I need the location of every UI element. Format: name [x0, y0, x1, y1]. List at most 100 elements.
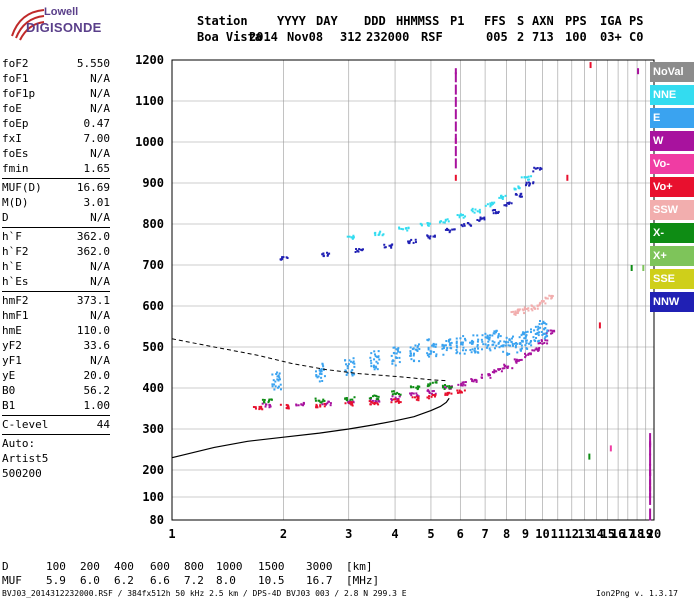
- echo-point-ssw: [538, 304, 541, 307]
- echo-point-e: [472, 340, 475, 343]
- noise-point: [630, 265, 633, 271]
- echo-point-x-: [412, 386, 415, 389]
- param-value: 362.0: [76, 245, 110, 258]
- echo-point-nne: [446, 218, 449, 221]
- echo-point-w: [471, 380, 474, 383]
- echo-point-w: [348, 400, 351, 403]
- echo-point-e: [344, 363, 347, 366]
- echo-point-w: [515, 361, 518, 364]
- echo-point-nne: [458, 216, 461, 219]
- echo-point-w: [511, 367, 514, 370]
- echo-point-e: [529, 341, 532, 344]
- echo-point-x-: [268, 398, 271, 401]
- echo-point-ssw: [513, 313, 516, 316]
- echo-point-vo+: [287, 405, 290, 408]
- echo-point-e: [508, 339, 511, 342]
- echo-point-e: [507, 341, 510, 344]
- echo-point-w: [535, 347, 538, 350]
- echo-point-e: [477, 347, 480, 350]
- y-tick-label: 200: [142, 463, 164, 477]
- header-row2-cell: 2014: [249, 30, 278, 44]
- echo-point-e: [488, 347, 491, 350]
- echo-point-vo+: [456, 389, 459, 392]
- y-tick-label: 900: [142, 176, 164, 190]
- echo-point-e: [544, 336, 547, 339]
- echo-point-e: [372, 364, 375, 367]
- dashed-echo-column: [454, 84, 457, 95]
- echo-point-w: [516, 359, 519, 362]
- header-row2-cell: 2: [517, 30, 525, 44]
- echo-point-vo+: [446, 391, 449, 394]
- echo-point-w: [518, 359, 521, 362]
- echo-point-vo+: [344, 402, 347, 405]
- echo-point-vo+: [417, 399, 420, 402]
- echo-point-e: [442, 353, 445, 356]
- echo-point-e: [522, 331, 525, 334]
- param-row: foEp 0.47: [2, 116, 110, 131]
- echo-point-w: [523, 352, 526, 355]
- echo-point-e: [320, 376, 323, 379]
- echo-point-nnw: [280, 257, 283, 260]
- echo-point-e: [508, 338, 511, 341]
- y-tick-label: 700: [142, 258, 164, 272]
- footer-d_row-cell: 3000: [306, 560, 333, 573]
- echo-point-e: [482, 343, 485, 346]
- echo-point-e: [435, 343, 438, 346]
- echo-point-w: [462, 381, 465, 384]
- echo-point-e: [391, 362, 394, 365]
- echo-point-w: [540, 339, 543, 342]
- echo-point-w: [410, 392, 413, 395]
- echo-point-e: [446, 347, 449, 350]
- echo-point-nne: [398, 226, 401, 229]
- echo-point-e: [459, 352, 462, 355]
- header-row2-cell: Boa Vista: [197, 30, 263, 44]
- echo-point-w: [503, 365, 506, 368]
- echo-point-ssw: [536, 304, 539, 307]
- echo-point-e: [429, 352, 432, 355]
- echo-point-w: [534, 348, 537, 351]
- echo-point-nnw: [451, 228, 454, 231]
- echo-point-nne: [500, 194, 503, 197]
- echo-point-e: [543, 332, 546, 335]
- echo-point-w: [448, 387, 451, 390]
- echo-point-e: [321, 363, 324, 366]
- echo-point-e: [277, 385, 280, 388]
- echo-point-ssw: [536, 305, 539, 308]
- echo-point-w: [300, 403, 303, 406]
- echo-point-e: [448, 338, 451, 341]
- echo-point-vo+: [350, 402, 353, 405]
- param-value: 1.00: [83, 399, 111, 412]
- footer-d_row-cell: 1500: [258, 560, 285, 573]
- echo-point-e: [524, 335, 527, 338]
- echo-point-nne: [352, 234, 355, 237]
- echo-point-w: [390, 398, 393, 401]
- echo-point-e: [278, 376, 281, 379]
- echo-point-vo+: [460, 391, 463, 394]
- echo-point-nnw: [383, 246, 386, 249]
- echo-point-vo+: [396, 400, 399, 403]
- echo-point-ssw: [531, 305, 534, 308]
- echo-point-ssw: [550, 294, 553, 297]
- echo-point-e: [534, 340, 537, 343]
- header-row2-cell: 03+: [600, 30, 622, 44]
- echo-point-w: [397, 397, 400, 400]
- echo-point-e: [533, 329, 536, 332]
- echo-point-x-: [397, 393, 400, 396]
- echo-point-e: [486, 334, 489, 337]
- echo-point-x-: [415, 386, 418, 389]
- echo-point-x-: [394, 392, 397, 395]
- echo-point-nnw: [282, 256, 285, 259]
- echo-point-e: [481, 348, 484, 351]
- echo-point-nnw: [390, 244, 393, 247]
- echo-point-e: [504, 341, 507, 344]
- echo-point-e: [525, 342, 528, 345]
- echo-point-e: [476, 351, 479, 354]
- footer-d_row-cell: 600: [150, 560, 170, 573]
- echo-point-e: [497, 333, 500, 336]
- echo-point-nnw: [492, 212, 495, 215]
- legend-item: SSE: [650, 269, 694, 289]
- echo-point-w: [300, 403, 303, 406]
- echo-point-x-: [344, 397, 347, 400]
- echo-point-e: [524, 331, 527, 334]
- echo-point-w: [537, 349, 540, 352]
